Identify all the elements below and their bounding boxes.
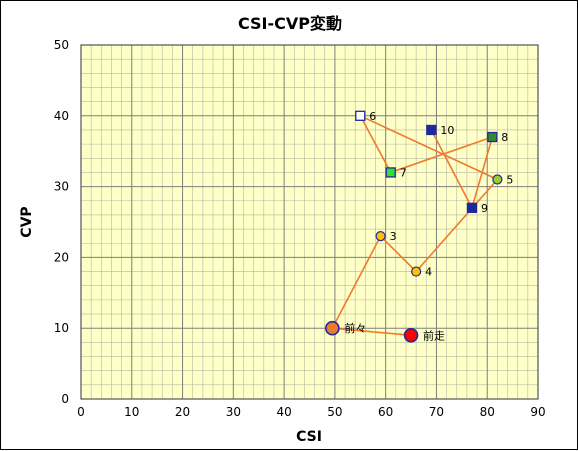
- x-tick-label: 0: [77, 405, 85, 419]
- plot-border: [80, 44, 539, 400]
- y-tick-label: 50: [54, 38, 69, 52]
- y-axis-label: CVP: [19, 206, 35, 237]
- x-tick-label: 60: [378, 405, 393, 419]
- data-label: 8: [501, 131, 508, 144]
- data-point: [487, 131, 498, 143]
- x-tick-label: 10: [124, 405, 139, 419]
- data-point: [466, 202, 478, 213]
- x-tick-label: 30: [226, 405, 241, 419]
- data-label: 3: [390, 230, 397, 243]
- connector-line: [332, 327, 412, 337]
- data-point: [325, 320, 340, 336]
- data-label: 9: [481, 202, 488, 215]
- connector-line: [380, 235, 417, 273]
- y-tick-label: 30: [54, 180, 69, 194]
- plot-background: [81, 45, 538, 399]
- x-tick-label: 20: [175, 405, 190, 419]
- data-label: 前々: [344, 321, 366, 335]
- connector-line: [331, 235, 382, 329]
- data-point: [385, 167, 396, 178]
- data-label: 6: [369, 110, 376, 123]
- y-tick-label: 20: [54, 250, 69, 264]
- data-point: [426, 124, 437, 136]
- connector-line: [359, 115, 498, 181]
- connector-line: [415, 178, 498, 273]
- data-label: 5: [506, 174, 513, 187]
- x-tick-label: 70: [429, 405, 444, 419]
- data-label: 前走: [423, 328, 445, 342]
- data-point: [355, 110, 366, 121]
- data-point: [403, 327, 419, 343]
- connector-line: [430, 129, 473, 209]
- y-tick-label: 10: [54, 321, 69, 335]
- data-label: 7: [400, 166, 407, 179]
- data-point: [492, 174, 503, 185]
- x-tick-label: 50: [327, 405, 342, 419]
- data-point: [375, 231, 386, 242]
- x-tick-label: 90: [530, 405, 545, 419]
- data-label: 10: [440, 124, 454, 137]
- data-point: [411, 266, 422, 277]
- chart-title: CSI-CVP変動: [238, 14, 342, 33]
- x-axis-label: CSI: [296, 429, 322, 445]
- connector-line: [471, 136, 494, 209]
- x-tick-label: 80: [480, 405, 495, 419]
- y-tick-label: 40: [54, 109, 69, 123]
- connector-line: [359, 115, 392, 173]
- connector-line: [390, 136, 493, 174]
- plot-area: 0 10 20 30 40 50 60 70 80 90 0 10 20 30 40 50 前走 前々 3 4 5 6 7 8…: [54, 38, 546, 419]
- y-tick-label: 0: [61, 392, 69, 406]
- data-label: 4: [425, 266, 432, 279]
- x-tick-label: 40: [276, 405, 291, 419]
